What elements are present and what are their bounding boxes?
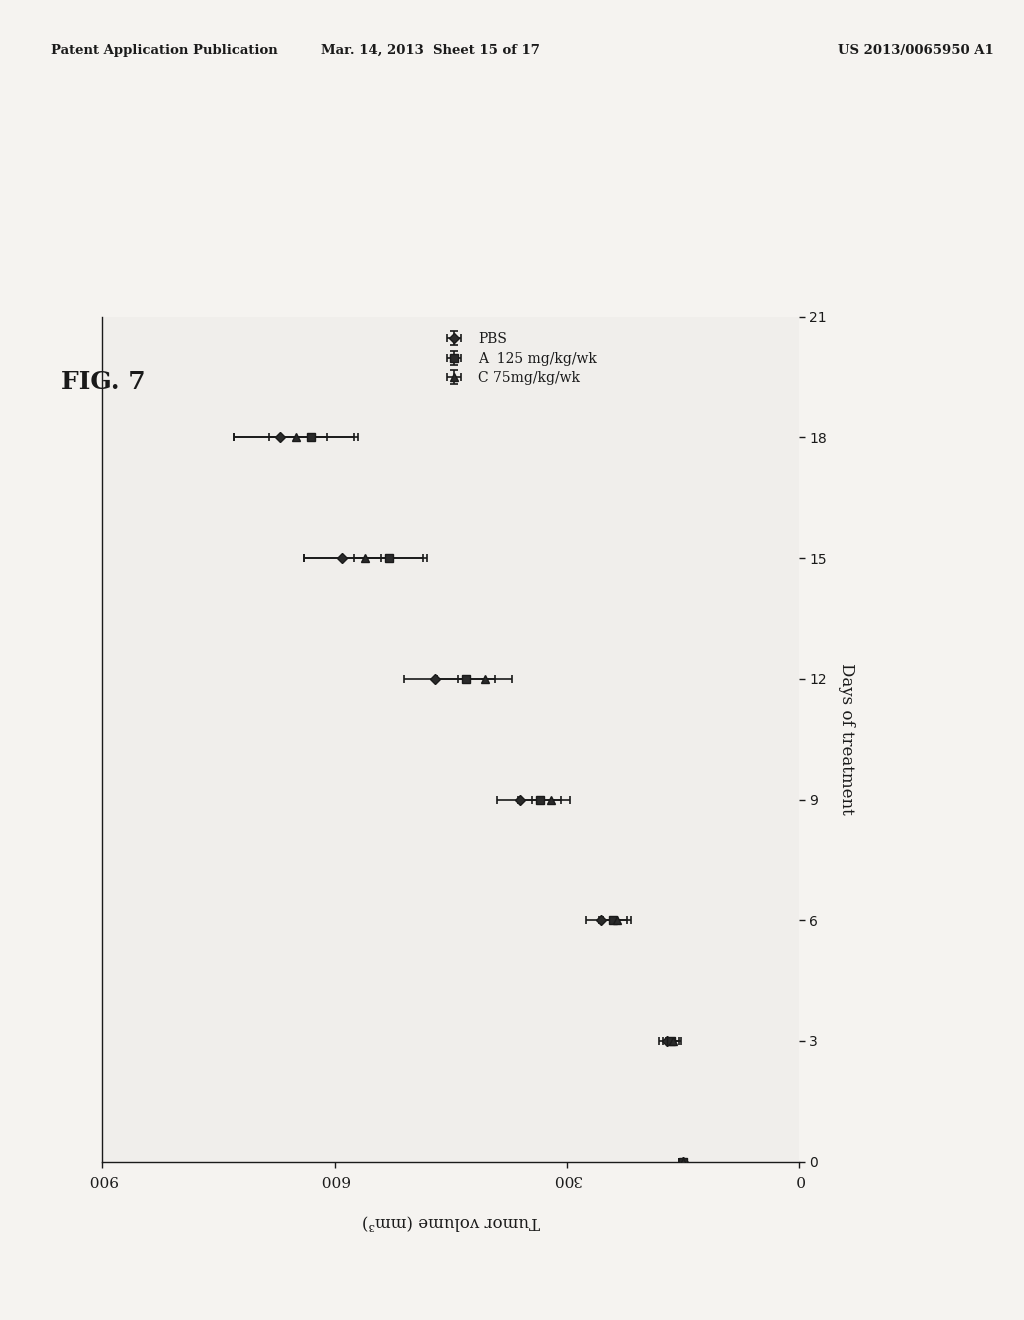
Text: US 2013/0065950 A1: US 2013/0065950 A1	[838, 44, 993, 57]
X-axis label: Tumor volume (mm³): Tumor volume (mm³)	[361, 1214, 540, 1230]
Text: Patent Application Publication: Patent Application Publication	[51, 44, 278, 57]
Y-axis label: Days of treatment: Days of treatment	[838, 664, 855, 814]
Legend: PBS, A  125 mg/kg/wk, C 75mg/kg/wk: PBS, A 125 mg/kg/wk, C 75mg/kg/wk	[436, 333, 597, 385]
Text: Mar. 14, 2013  Sheet 15 of 17: Mar. 14, 2013 Sheet 15 of 17	[321, 44, 540, 57]
Text: FIG. 7: FIG. 7	[61, 370, 146, 393]
